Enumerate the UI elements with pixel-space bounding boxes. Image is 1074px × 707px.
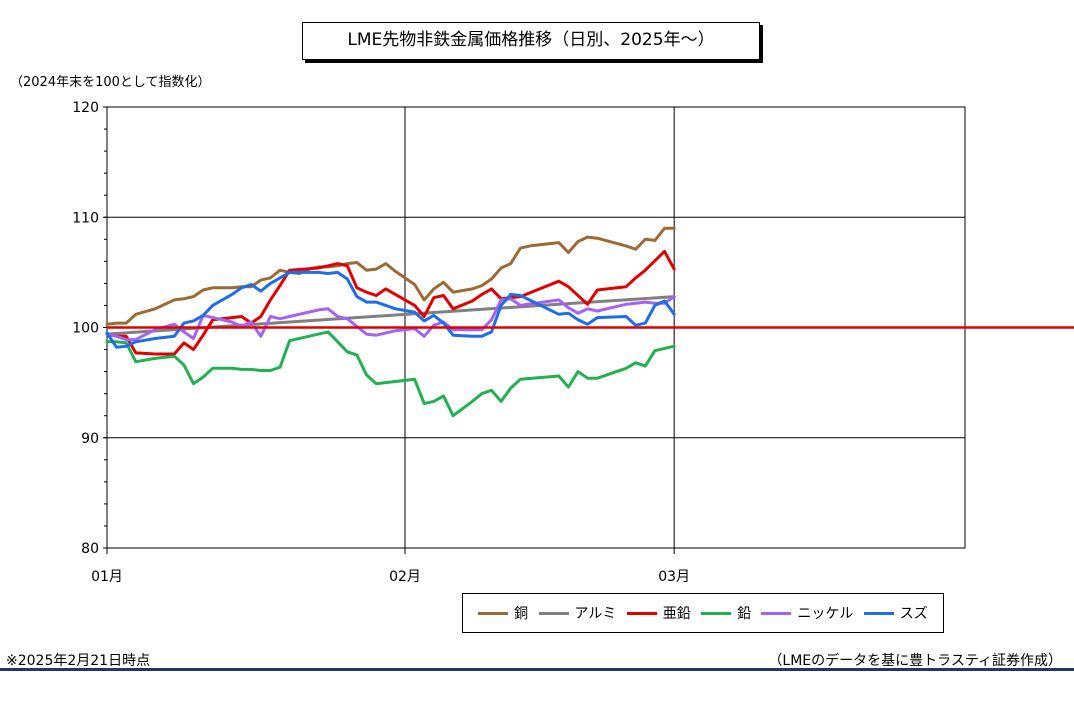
legend-swatch [626, 611, 657, 615]
series-line-亜鉛 [105, 249, 676, 356]
y-tick-label: 120 [72, 100, 99, 116]
series-line-鉛 [105, 330, 676, 418]
series-line-銅 [105, 226, 676, 326]
legend-label: 鉛 [737, 606, 752, 622]
legend-item: 鉛 [701, 603, 751, 623]
legend-swatch [478, 611, 509, 615]
legend-swatch [701, 611, 732, 615]
axis-ticks: 80 90 100 110 120 01月 02月 03月 [72, 100, 690, 585]
legend-label: アルミ [574, 606, 617, 622]
legend-label: スズ [899, 606, 928, 622]
legend-label: ニッケル [797, 606, 854, 622]
y-axis-unit-note: （2024年末を100として指数化） [10, 75, 211, 90]
legend: 銅 アルミ 亜鉛 鉛 ニッケル スズ [462, 593, 944, 633]
x-tick-label: 01月 [91, 569, 123, 585]
series-lines [105, 226, 676, 418]
legend-label: 亜鉛 [662, 606, 691, 622]
bottom-rule [0, 668, 1074, 671]
chart-title: LME先物非鉄金属価格推移（日別、2025年～） [302, 22, 760, 60]
legend-item: ニッケル [761, 603, 853, 623]
series-line-スズ [105, 270, 676, 349]
legend-item: 亜鉛 [626, 603, 691, 623]
legend-swatch [761, 611, 792, 615]
legend-item: アルミ [538, 603, 617, 623]
y-tick-label: 100 [72, 321, 99, 337]
y-tick-label: 80 [81, 541, 99, 557]
source-note: （LMEのデータを基に豊トラスティ証券作成） [768, 653, 1062, 669]
legend-item: スズ [863, 603, 928, 623]
legend-swatch [863, 611, 894, 615]
x-tick-label: 02月 [389, 569, 421, 585]
series-line-ニッケル [105, 295, 676, 342]
y-tick-label: 110 [72, 210, 99, 226]
footnote: ※2025年2月21日時点 [6, 653, 151, 669]
legend-item: 銅 [478, 603, 528, 623]
y-tick-label: 90 [81, 431, 99, 447]
x-tick-label: 03月 [658, 569, 690, 585]
legend-swatch [538, 611, 569, 615]
legend-label: 銅 [514, 606, 529, 622]
